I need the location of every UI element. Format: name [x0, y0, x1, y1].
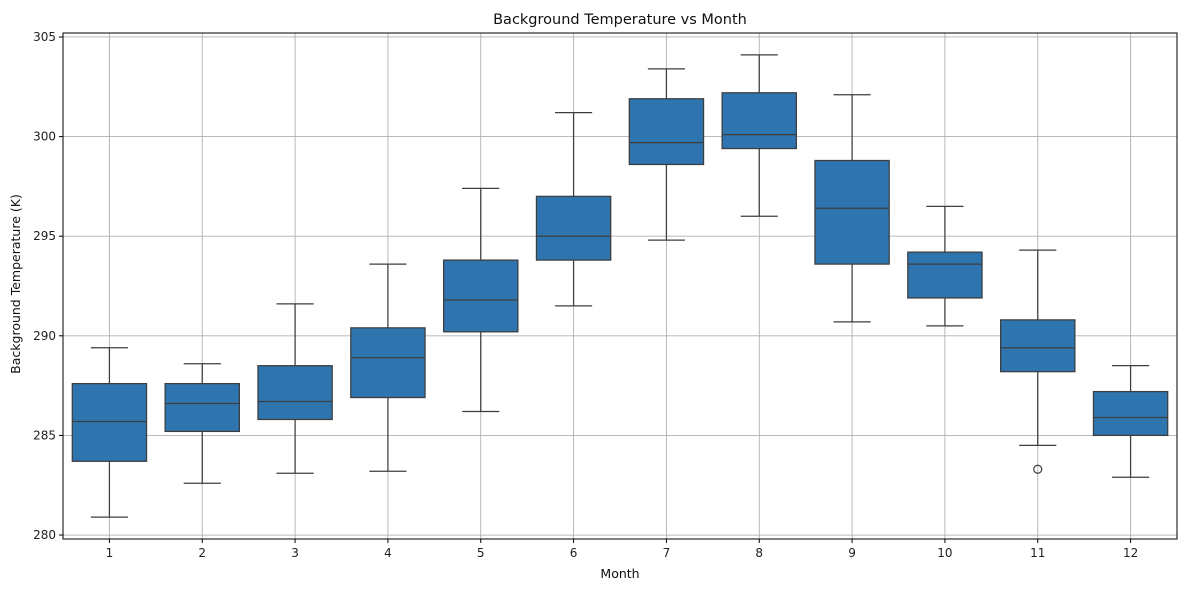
y-axis-label: Background Temperature (K) [8, 194, 23, 374]
iqr-box [71, 382, 148, 462]
x-tick-label: 4 [384, 546, 392, 560]
box-group-month-11 [999, 249, 1076, 474]
y-tick-label: 290 [33, 329, 56, 343]
x-tick-label: 1 [106, 546, 114, 560]
x-tick-label: 7 [663, 546, 671, 560]
iqr-box [907, 251, 983, 299]
box-group-month-4 [350, 263, 426, 472]
iqr-box [721, 92, 798, 150]
x-axis-label: Month [600, 566, 639, 581]
x-tick-label: 3 [291, 546, 299, 560]
iqr-box [164, 382, 241, 433]
box-group-month-8 [721, 54, 798, 217]
iqr-box [814, 159, 890, 265]
box-group-month-9 [814, 94, 890, 323]
iqr-box [999, 319, 1076, 373]
chart-title: Background Temperature vs Month [493, 12, 747, 28]
iqr-box [535, 195, 612, 261]
box-group-month-2 [164, 363, 241, 484]
y-tick-label: 280 [33, 528, 56, 542]
x-tick-label: 9 [848, 546, 856, 560]
x-tick-label: 8 [755, 546, 763, 560]
iqr-box [257, 365, 333, 421]
box-group-month-10 [907, 205, 983, 327]
iqr-box [350, 327, 426, 399]
box-group-month-1 [71, 347, 148, 518]
y-tick-label: 285 [33, 428, 56, 442]
iqr-box [442, 259, 519, 333]
y-tick-label: 300 [33, 130, 56, 144]
box-series [71, 54, 1169, 518]
x-tick-label: 5 [477, 546, 485, 560]
iqr-box [1092, 390, 1169, 437]
outlier-point [1033, 464, 1043, 474]
x-tick-label: 12 [1123, 546, 1138, 560]
x-tick-label: 6 [570, 546, 578, 560]
box-group-month-3 [257, 303, 333, 474]
x-tick-label: 2 [198, 546, 206, 560]
box-group-month-12 [1092, 365, 1169, 478]
grid-lines [63, 33, 1177, 539]
y-tick-label: 295 [33, 229, 56, 243]
box-group-month-5 [442, 187, 519, 413]
box-group-month-7 [628, 68, 705, 241]
x-tick-label: 11 [1030, 546, 1045, 560]
plot-frame [62, 32, 1178, 540]
y-tick-label: 305 [33, 30, 56, 44]
x-tick-label: 10 [937, 546, 952, 560]
iqr-box [628, 98, 705, 166]
box-group-month-6 [535, 112, 612, 307]
